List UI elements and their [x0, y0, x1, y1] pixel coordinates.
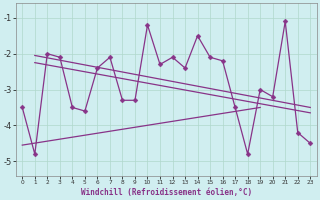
X-axis label: Windchill (Refroidissement éolien,°C): Windchill (Refroidissement éolien,°C)	[81, 188, 252, 197]
